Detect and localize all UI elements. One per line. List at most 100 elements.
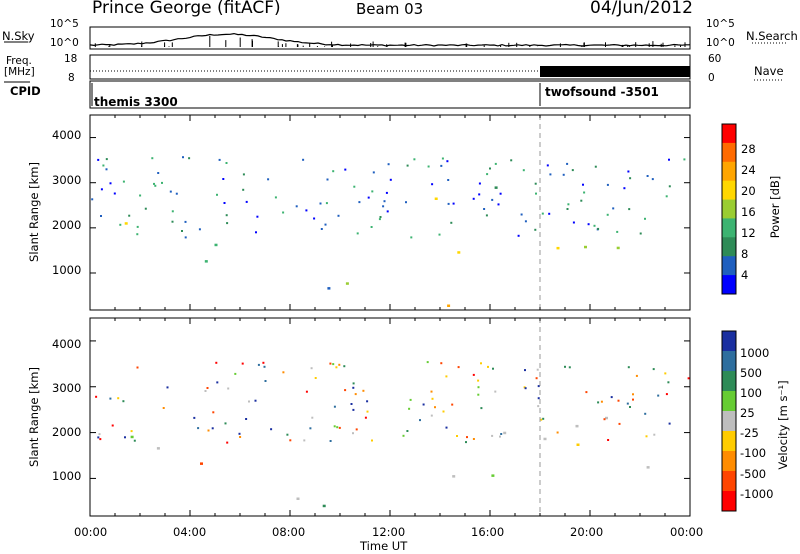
power-sparse-cell [295,205,298,208]
power-colorbar-swatch [722,237,736,257]
velocity-sparse-cell [618,422,621,425]
xtick-1: 04:00 [173,525,207,539]
power-sparse-cell [541,212,544,215]
velocity-sparse-cell [362,389,365,392]
velocity-cell [452,475,456,478]
velocity-sparse-cell [352,386,355,389]
nsky-label: N.Sky [2,29,35,43]
power-sparse-cell [171,210,174,213]
power-sparse-cell [494,162,497,165]
velocity-sparse-cell [524,369,526,372]
velocity-sparse-cell [540,418,543,421]
power-sparse-cell [534,182,537,185]
noise-spike [370,43,372,47]
velocity-sparse-cell [303,439,306,442]
velocity-colorbar-frame [721,330,737,512]
vel-tick-25: 25 [740,406,755,420]
velocity-sparse-cell [289,439,292,442]
power-cell [434,197,438,200]
power-colorbar-swatch [722,180,736,201]
noise-spike [483,45,485,47]
power-sparse-cell [222,178,225,180]
noise-spike [324,46,326,47]
velocity-sparse-cell [239,436,242,438]
mode-label-1: themis 3300 [94,95,178,109]
velocity-sparse-cell [466,436,468,439]
power-cell [584,245,587,249]
velocity-sparse-cell [224,422,227,425]
power-sparse-cell [372,171,375,174]
velocity-cell [575,424,579,428]
velocity-sparse-cell [430,390,433,393]
velocity-sparse-cell [335,366,338,369]
noise-spike [316,46,318,47]
power-sparse-cell [313,217,316,220]
noise-spike [350,43,352,47]
power-sparse-cell [175,192,178,195]
velocity-sparse-cell [477,379,480,382]
noise-spike [372,41,374,47]
power-tick-8: 8 [741,247,749,261]
noise-spike [621,44,623,47]
velocity-sparse-cell [536,368,539,371]
velocity-cell [576,443,580,446]
velocity-sparse-cell [352,408,355,411]
freq-left-top: 18 [64,53,78,65]
power-sparse-cell [582,183,584,186]
velocity-sparse-cell [610,396,613,399]
power-sparse-cell [100,215,102,217]
velocity-sparse-cell [537,405,540,408]
power-sparse-cell [371,190,374,193]
velocity-sparse-cell [329,362,332,365]
power-sparse-cell [337,214,340,217]
velocity-sparse-cell [355,428,358,431]
velocity-sparse-cell [227,387,230,390]
power-sparse-cell [597,227,600,230]
freq-label: Freq. [6,55,32,67]
noise-spike [648,43,650,47]
noise-spike [583,42,585,47]
velocity-sparse-cell [451,403,454,406]
power-sparse-cell [389,178,392,181]
noise-spike [281,44,283,47]
velocity-sparse-cell [264,380,267,382]
vel-tick-100: 100 [740,386,762,400]
velocity-sparse-cell [456,435,458,437]
power-sparse-cell [113,192,116,195]
velocity-sparse-cell [535,377,538,380]
velocity-sparse-cell [366,400,369,403]
noise-spike [500,45,502,47]
power-sparse-cell [105,158,108,161]
velocity-sparse-cell [665,393,668,396]
velocity-sparse-cell [364,416,367,419]
power-sparse-cell [184,236,187,239]
power-sparse-cell [446,160,449,163]
power-sparse-cell [668,158,670,161]
velocity-sparse-cell [664,372,667,375]
power-colorbar-swatch [722,218,736,238]
velocity-sparse-cell [556,431,559,434]
power-colorbar-frame [721,123,737,295]
noise-spike [465,43,467,47]
power-sparse-cell [665,195,668,198]
date-title: 04/Jun/2012 [590,0,693,18]
noise-spike [302,45,304,47]
noise-spike [674,45,676,47]
velocity-sparse-cell [117,397,120,400]
noise-spike [109,44,111,47]
power-sparse-cell [332,170,335,173]
power-cell [556,246,560,250]
power-sparse-cell [161,181,163,184]
power-sparse-cell [378,218,381,221]
power-tick-12: 12 [741,226,756,240]
velocity-cell [296,497,300,500]
power-panel-frame [89,114,691,311]
noise-spike [239,37,241,47]
noise-left-top: 10^5 [50,18,79,30]
velocity-sparse-cell [238,432,241,435]
velocity-sparse-cell [487,365,489,368]
power-sparse-cell [105,168,108,171]
power-sparse-cell [181,230,183,232]
velocity-sparse-cell [668,422,671,425]
power-sparse-cell [651,178,654,181]
